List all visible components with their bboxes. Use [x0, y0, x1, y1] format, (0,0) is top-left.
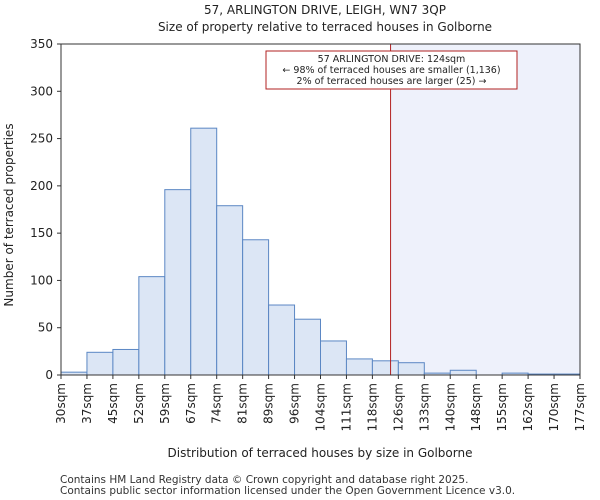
- bar-59sqm: [164, 189, 192, 376]
- y-tick-label: 100: [30, 273, 53, 287]
- bar-74sqm: [216, 205, 244, 376]
- y-axis: 0 50 100 150 200 250 300 350: [30, 37, 61, 382]
- bar-89sqm: [268, 304, 296, 376]
- y-tick-label: 300: [30, 84, 53, 98]
- annotation-frame: [265, 50, 518, 90]
- x-tick-label: 133sqm: [417, 383, 431, 431]
- x-tick-label: 52sqm: [132, 383, 146, 424]
- y-tick-label: 0: [45, 368, 53, 382]
- y-tick-label: 350: [30, 37, 53, 51]
- footer-line-1: Contains HM Land Registry data © Crown c…: [60, 474, 468, 486]
- x-tick-label: 148sqm: [469, 383, 483, 431]
- annotation-line-2: ← 98% of terraced houses are smaller (1,…: [282, 65, 500, 76]
- x-tick-label: 162sqm: [521, 383, 535, 431]
- y-tick-label: 200: [30, 179, 53, 193]
- x-tick-label: 111sqm: [339, 383, 353, 431]
- bar-37sqm: [86, 351, 114, 376]
- x-tick-label: 140sqm: [443, 383, 457, 431]
- x-tick-label: 118sqm: [365, 383, 379, 431]
- x-axis: 30sqm 37sqm 45sqm 52sqm 59sqm 67sqm 74sqm 81sqm…: [54, 375, 587, 431]
- bars-group: [60, 127, 581, 376]
- x-tick-label: 45sqm: [106, 383, 120, 424]
- annotation-box: 57 ARLINGTON DRIVE: 124sqm ← 98% of terr…: [265, 50, 518, 90]
- x-axis-label: Distribution of terraced houses by size …: [168, 446, 473, 460]
- y-tick-label: 150: [30, 226, 53, 240]
- bar-104sqm: [320, 340, 347, 376]
- x-tick-label: 74sqm: [210, 383, 224, 424]
- larger-region-highlight: [390, 44, 580, 375]
- x-tick-label: 81sqm: [236, 383, 250, 424]
- y-axis-label: Number of terraced properties: [2, 123, 16, 306]
- x-tick-label: 30sqm: [54, 383, 68, 424]
- x-tick-label: 89sqm: [262, 383, 276, 424]
- x-tick-label: 177sqm: [573, 383, 587, 431]
- bar-67sqm: [190, 127, 218, 376]
- x-tick-label: 37sqm: [80, 383, 94, 424]
- annotation-line-3: 2% of terraced houses are larger (25) →: [297, 76, 487, 87]
- chart-subtitle: Size of property relative to terraced ho…: [158, 20, 492, 34]
- y-tick-label: 250: [30, 132, 53, 146]
- y-tick-label: 50: [38, 321, 53, 335]
- bar-140sqm: [449, 369, 477, 376]
- x-tick-label: 104sqm: [314, 383, 328, 431]
- bar-96sqm: [294, 318, 321, 376]
- x-tick-label: 155sqm: [495, 383, 509, 431]
- x-tick-label: 96sqm: [288, 383, 302, 424]
- chart-title: 57, ARLINGTON DRIVE, LEIGH, WN7 3QP: [204, 3, 446, 17]
- x-tick-label: 126sqm: [391, 383, 405, 431]
- bar-45sqm: [112, 348, 140, 376]
- bar-118sqm: [371, 360, 399, 376]
- x-tick-label: 170sqm: [547, 383, 561, 431]
- x-tick-label: 59sqm: [158, 383, 172, 424]
- bar-126sqm: [397, 362, 425, 376]
- x-tick-label: 67sqm: [184, 383, 198, 424]
- annotation-line-1: 57 ARLINGTON DRIVE: 124sqm: [318, 54, 466, 65]
- bar-81sqm: [242, 239, 270, 376]
- footer-line-2: Contains public sector information licen…: [60, 485, 515, 497]
- bar-52sqm: [138, 276, 166, 376]
- bar-111sqm: [345, 358, 373, 376]
